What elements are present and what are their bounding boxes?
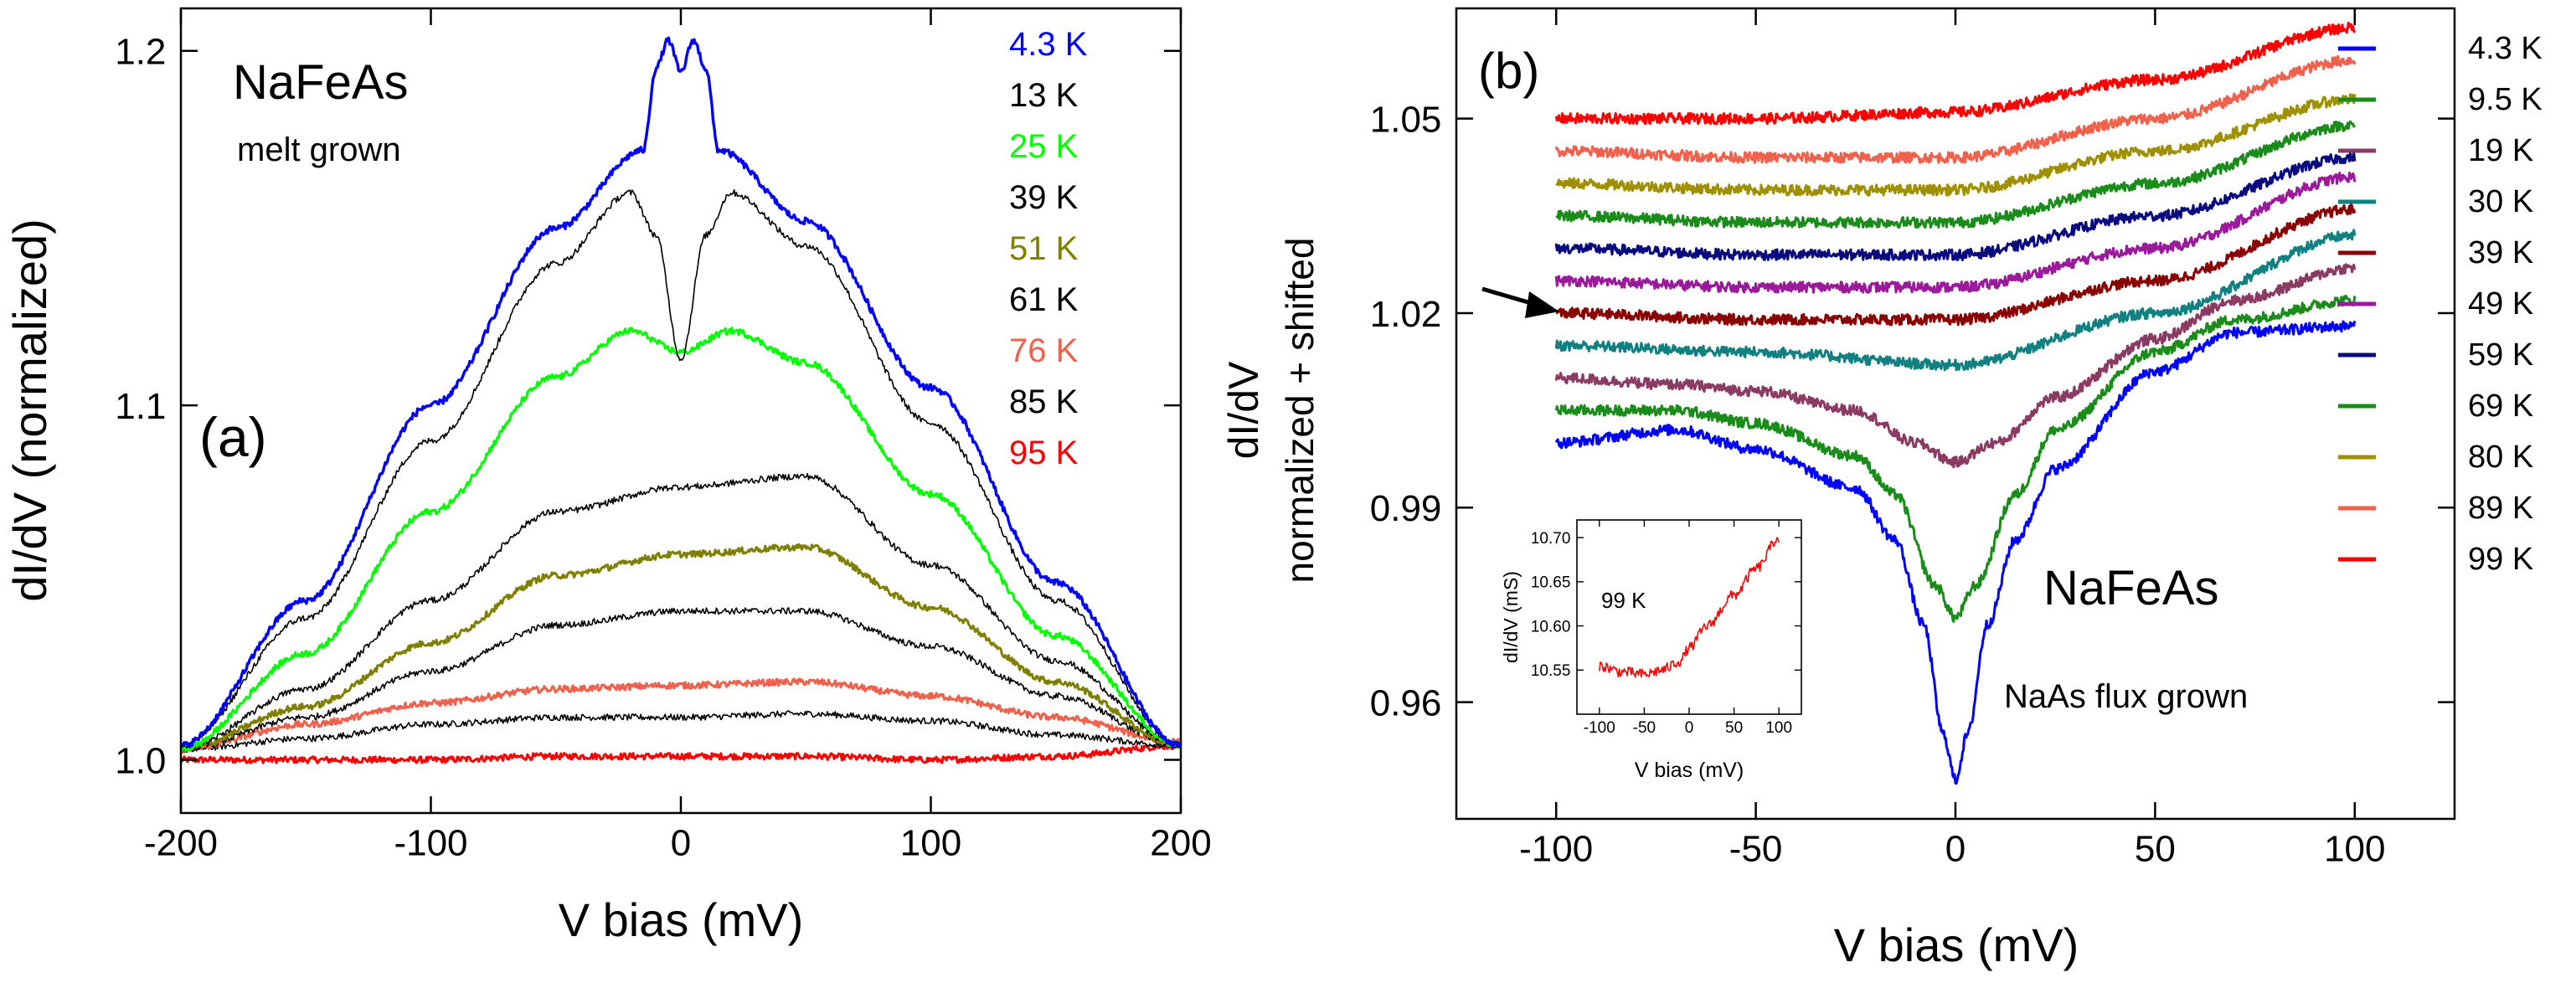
y-tick-label: 10.55 [1531, 662, 1571, 680]
panel-b-title: NaFeAs [2043, 561, 2219, 615]
panel-a-chart: -200 -100 0 100 200 1.0 1.1 1.2 (a) NaFeAs melt… [3, 7, 1212, 946]
y-tick-label: 1.05 [1370, 99, 1442, 140]
series-line [1599, 537, 1780, 678]
series-line [179, 741, 1182, 764]
y-tick-label: 0.96 [1370, 682, 1442, 723]
y-tick-label: 1.1 [115, 386, 166, 427]
legend-entry: 25 K [1009, 128, 1079, 165]
y-tick-label: 1.2 [115, 32, 166, 73]
legend-entry: 9.5 K [2468, 82, 2543, 117]
series-line [1555, 203, 2357, 327]
legend-entry: 76 K [1009, 332, 1079, 369]
series-line [179, 327, 1182, 753]
inset-chart: -100 -50 0 50 100 10.55 10.60 10.65 10.70 99 K V… [1500, 515, 1809, 782]
x-tick-label: 0 [671, 823, 691, 864]
legend-entry: 39 K [2468, 235, 2533, 270]
legend-entry: 51 K [1009, 230, 1079, 267]
legend-entry: 19 K [2468, 133, 2533, 168]
x-tick-label: 100 [2324, 829, 2385, 870]
series-line [1554, 229, 2357, 372]
y-tick-label: 10.65 [1531, 574, 1571, 592]
arrow-head-icon [1525, 291, 1559, 318]
panel-a-subtitle: melt grown [237, 131, 401, 168]
x-tick-label: 0 [1685, 719, 1694, 737]
series-line [1554, 294, 2357, 623]
inset-title: 99 K [1601, 588, 1646, 613]
panel-a-ticks: -200 -100 0 100 200 1.0 1.1 1.2 [115, 8, 1212, 864]
legend-entry: 59 K [2468, 337, 2533, 373]
inset-ylabel: dI/dV (mS) [1500, 571, 1522, 663]
panel-b-ylabel2: normalized + shifted [1278, 238, 1321, 584]
series-line [1554, 263, 2357, 469]
y-tick-label: 1.0 [115, 740, 166, 781]
panel-b-xlabel: V bias (mV) [1834, 919, 2079, 971]
panel-b-subtitle: NaAs flux grown [2004, 678, 2248, 715]
panel-a-ylabel: dI/dV (normalized) [3, 219, 56, 602]
x-tick-label: 100 [900, 823, 961, 864]
x-tick-label: -50 [1633, 719, 1656, 737]
panel-a-series [179, 36, 1182, 764]
panel-b-series [1554, 21, 2357, 785]
series-line [180, 710, 1182, 753]
x-tick-label: 0 [1945, 829, 1965, 870]
panel-a-label: (a) [199, 406, 267, 468]
series-line [1554, 21, 2357, 126]
legend-entry: 39 K [1009, 179, 1079, 216]
panel-b-ylabel: dI/dV [1220, 361, 1267, 459]
panel-b-ticks: -100 -50 0 50 100 0.96 0.99 1.02 1.05 [1370, 8, 2455, 870]
x-tick-label: -200 [144, 823, 218, 864]
series-line [180, 472, 1182, 751]
y-tick-label: 10.70 [1531, 530, 1571, 548]
panel-a-legend: 4.3 K 13 K 25 K 39 K 51 K 61 K 76 K 85 K 95 K [1009, 26, 1088, 471]
x-tick-label: -100 [1519, 829, 1593, 870]
series-line [1554, 320, 2357, 785]
legend-entry: 49 K [2468, 286, 2533, 322]
legend-entry: 89 K [2468, 491, 2533, 526]
series-line [1554, 171, 2357, 294]
x-tick-label: 100 [1765, 719, 1792, 737]
series-line [1554, 54, 2357, 164]
panel-b-arrow [1481, 286, 1559, 318]
y-tick-label: 1.02 [1370, 294, 1442, 335]
y-tick-label: 10.60 [1531, 618, 1571, 636]
y-tick-label: 0.99 [1370, 488, 1442, 529]
legend-entry: 69 K [2468, 389, 2533, 424]
series-line [180, 677, 1182, 754]
panel-b-chart: -100 -50 0 50 100 0.96 0.99 1.02 1.05 (b) NaFeAs… [1220, 7, 2543, 971]
legend-entry: 30 K [2468, 184, 2533, 219]
inset-xlabel: V bias (mV) [1635, 759, 1744, 782]
panel-b-label: (b) [1478, 43, 1539, 99]
series-line [1555, 120, 2357, 229]
panel-a-xlabel: V bias (mV) [559, 893, 804, 946]
x-tick-label: -100 [394, 823, 467, 864]
legend-entry: 4.3 K [1009, 26, 1088, 63]
legend-entry: 80 K [2468, 440, 2533, 475]
series-line [180, 543, 1182, 754]
legend-entry: 61 K [1009, 281, 1079, 318]
legend-entry: 4.3 K [2468, 31, 2543, 66]
inset-background [1507, 515, 1809, 724]
series-line [180, 189, 1182, 749]
legend-entry: 85 K [1009, 383, 1079, 420]
inset-series [1599, 537, 1780, 678]
panel-b-legend: 4.3 K 9.5 K 19 K 30 K 39 K 49 K 59 K 69 K 80 K 89… [2338, 31, 2543, 577]
legend-entry: 13 K [1009, 77, 1079, 114]
series-line [179, 36, 1182, 749]
x-tick-label: 200 [1150, 823, 1211, 864]
x-tick-label: -100 [1584, 719, 1615, 737]
legend-entry: 99 K [2468, 542, 2533, 577]
series-line [1555, 93, 2357, 197]
legend-entry: 95 K [1009, 435, 1079, 471]
series-line [180, 607, 1182, 754]
x-tick-label: -50 [1729, 829, 1783, 870]
series-line [1554, 151, 2357, 261]
x-tick-label: 50 [2135, 829, 2176, 870]
panel-a-title: NaFeAs [233, 55, 409, 110]
inset-ticks: -100 -50 0 50 100 10.55 10.60 10.65 10.70 [1531, 520, 1801, 737]
x-tick-label: 50 [1725, 719, 1743, 737]
